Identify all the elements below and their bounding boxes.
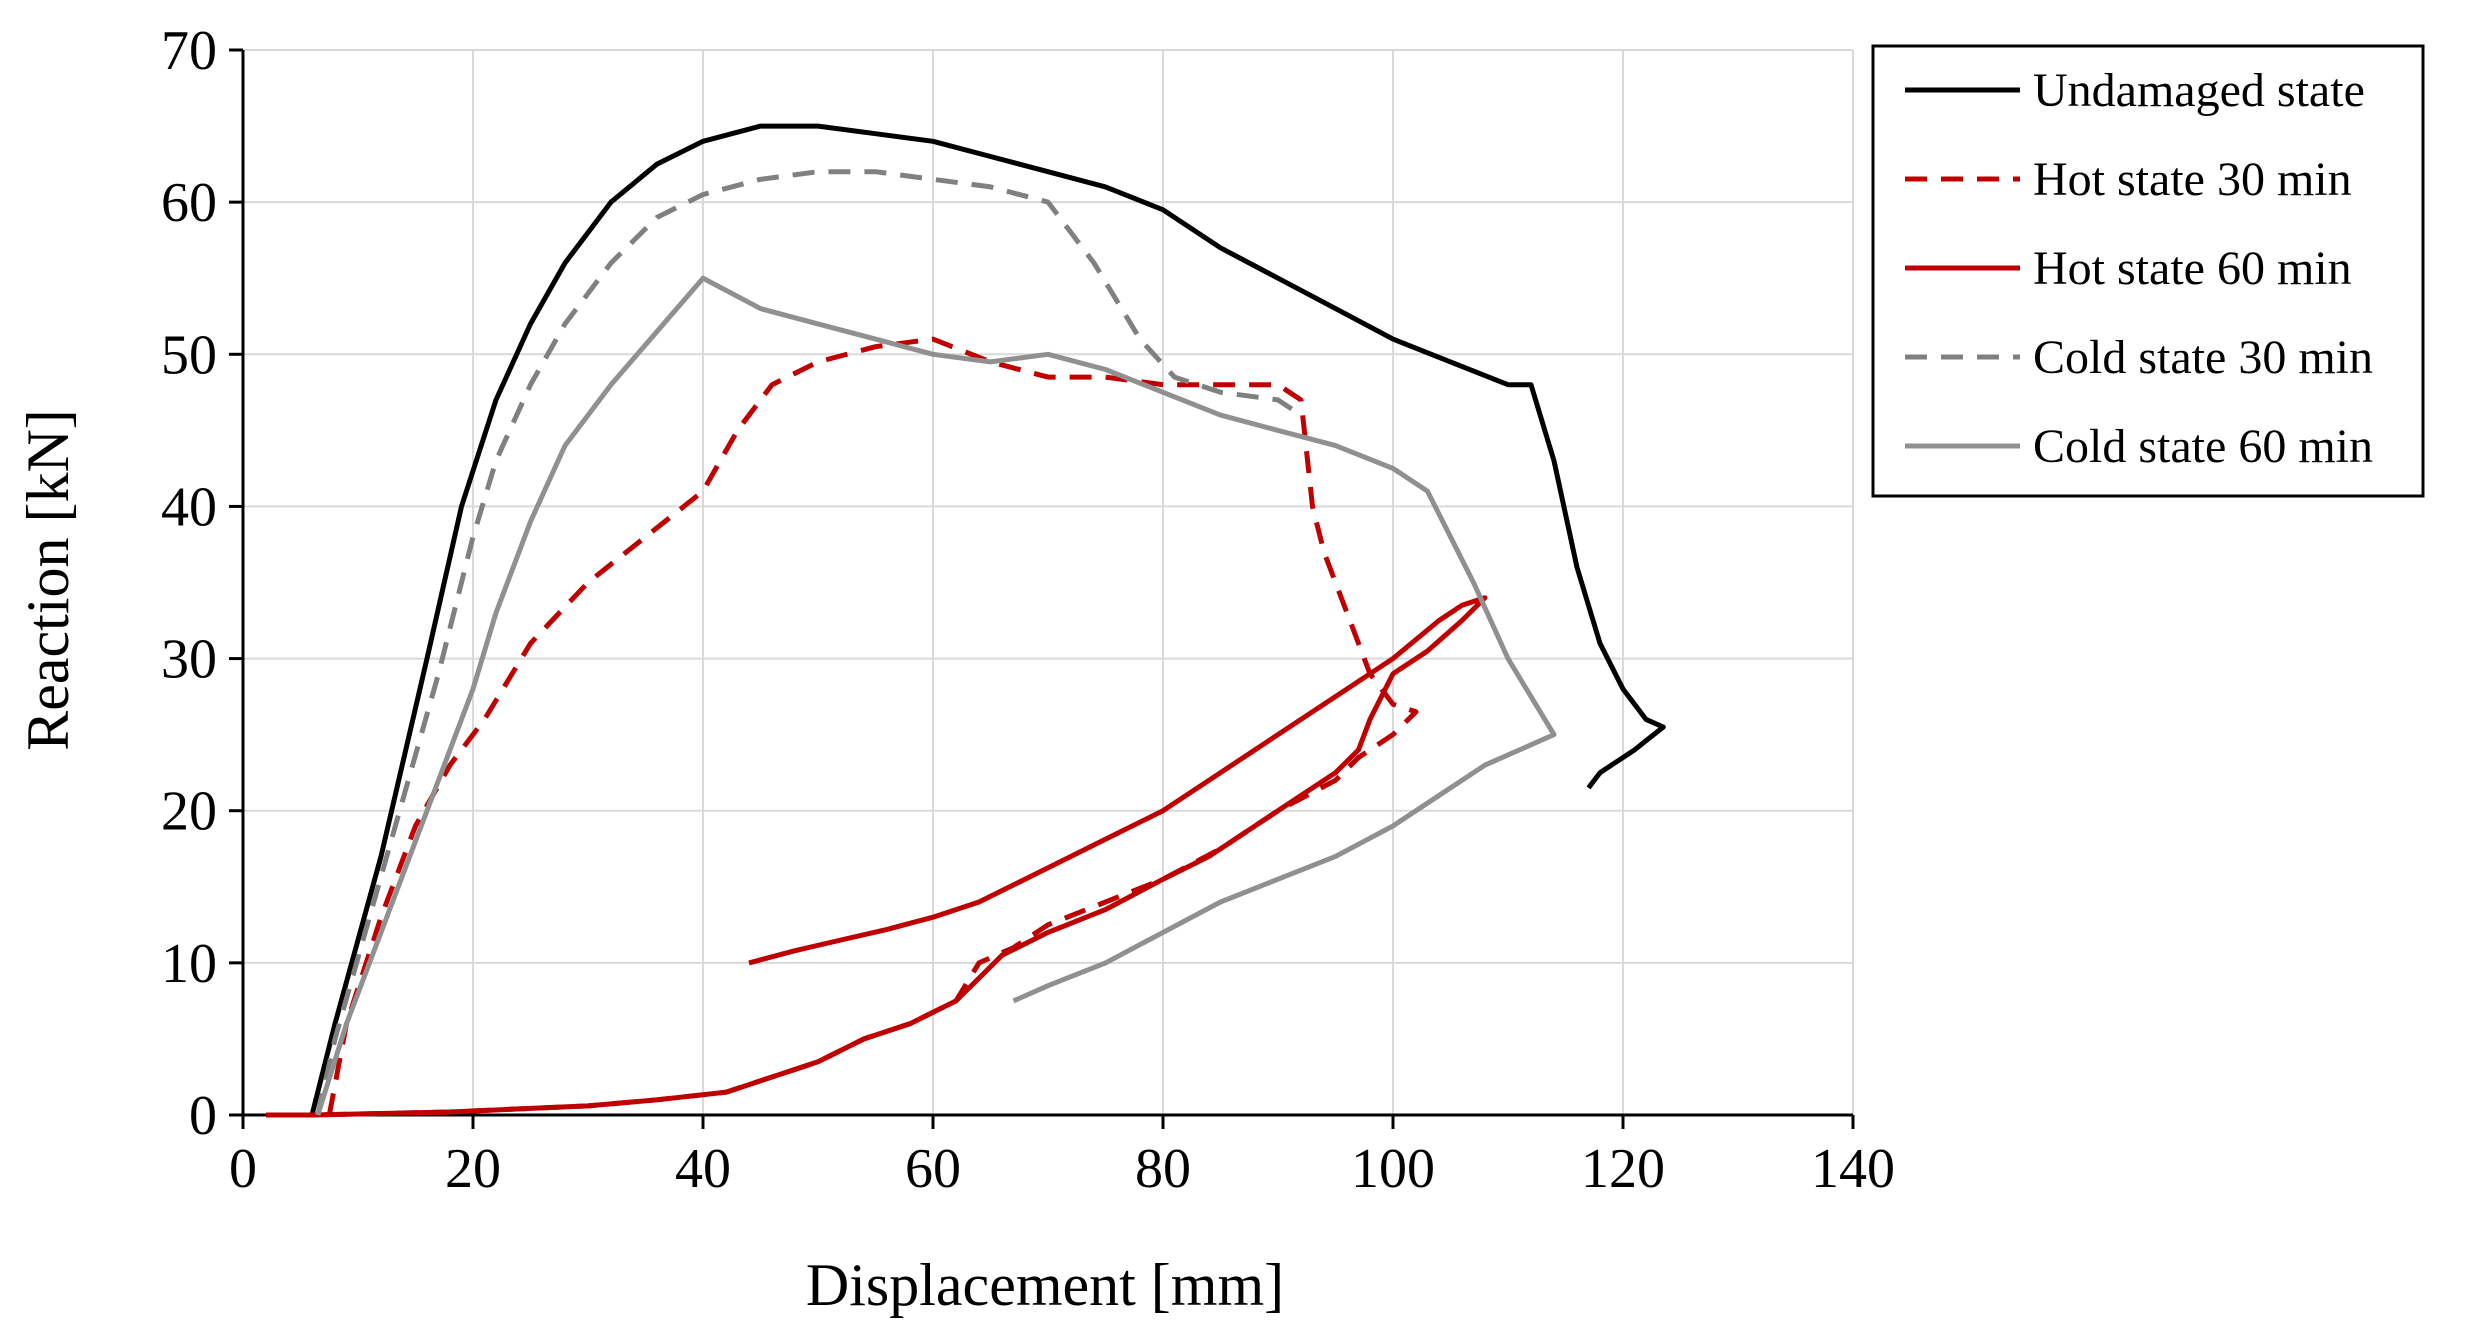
x-axis-title: Displacement [mm] bbox=[806, 1252, 1284, 1318]
x-tick-label: 100 bbox=[1351, 1138, 1435, 1200]
axes: 0 10 20 30 40 50 60 70 0 20 40 60 80 100 120 140 bbox=[161, 20, 1895, 1200]
series-group bbox=[266, 123, 1666, 1118]
series-line-3 bbox=[266, 595, 1488, 1118]
x-tick-label: 120 bbox=[1581, 1138, 1665, 1200]
series-line-4 bbox=[315, 169, 1303, 1116]
x-tick-label: 40 bbox=[675, 1138, 731, 1200]
legend-label: Cold state 60 min bbox=[2033, 420, 2373, 473]
y-tick-label: 20 bbox=[161, 781, 217, 843]
legend: Undamaged state Hot state 30 min Hot state… bbox=[1871, 44, 2425, 498]
y-tick-label: 40 bbox=[161, 476, 217, 538]
x-tick-label: 140 bbox=[1811, 1138, 1895, 1200]
series-line-1 bbox=[309, 123, 1666, 1116]
y-tick-label: 0 bbox=[189, 1085, 217, 1147]
legend-frame bbox=[1871, 44, 2425, 498]
grid bbox=[243, 49, 1854, 1115]
x-tick-label: 20 bbox=[445, 1138, 501, 1200]
y-tick-label: 30 bbox=[161, 629, 217, 691]
y-tick-label: 10 bbox=[161, 933, 217, 995]
series-line-5 bbox=[315, 275, 1557, 1116]
y-axis-title: Reaction [kN] bbox=[15, 409, 81, 751]
y-tick-label: 70 bbox=[161, 20, 217, 82]
legend-label: Undamaged state bbox=[2033, 64, 2365, 117]
x-tick-label: 0 bbox=[229, 1138, 257, 1200]
y-tick-label: 60 bbox=[161, 172, 217, 234]
x-tick-label: 80 bbox=[1135, 1138, 1191, 1200]
legend-label: Hot state 60 min bbox=[2033, 242, 2352, 295]
legend-label: Cold state 30 min bbox=[2033, 331, 2373, 384]
y-tick-label: 50 bbox=[161, 324, 217, 386]
legend-label: Hot state 30 min bbox=[2033, 153, 2352, 206]
x-tick-label: 60 bbox=[905, 1138, 961, 1200]
